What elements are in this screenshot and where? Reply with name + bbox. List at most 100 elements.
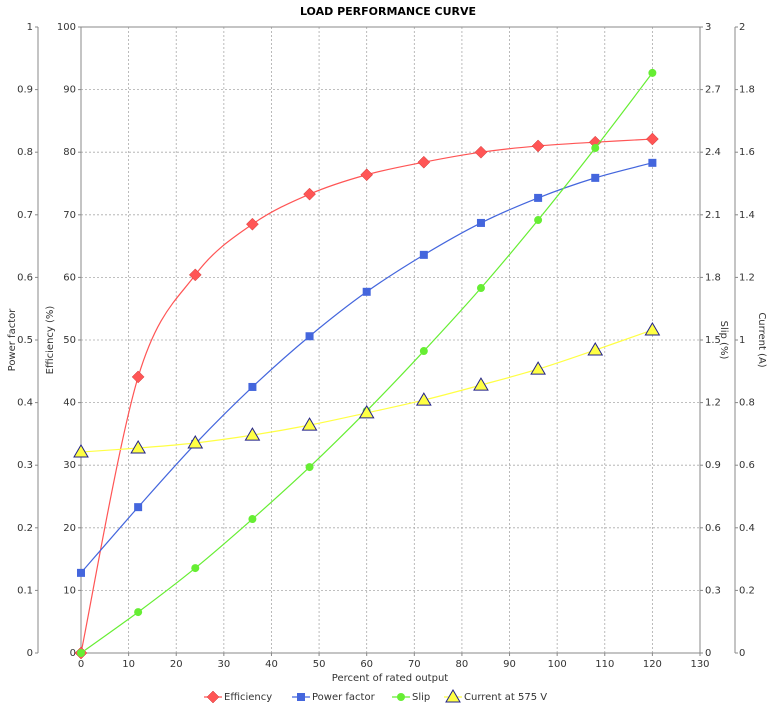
marker [646,132,659,146]
x-tick-label: 100 [548,659,567,670]
y-tick-label: 0.8 [17,147,33,158]
y-tick-label: 0.6 [17,272,33,283]
marker [77,649,85,657]
marker [360,168,374,182]
marker [301,417,318,431]
y3-tick-label: 0.3 [705,585,721,596]
y4-tick-label: 0.4 [739,523,755,534]
x-tick-label: 120 [643,659,662,670]
y4-tick-label: 0.2 [739,585,755,596]
y-axis-title: Power factor [7,308,18,372]
y4-tick-label: 1.6 [739,147,755,158]
y4-tick-label: 1.8 [739,85,755,96]
y-tick-label: 1 [27,22,33,33]
marker [248,515,257,524]
chart-title: LOAD PERFORMANCE CURVE [300,5,476,18]
y4-tick-label: 0.6 [739,460,755,471]
y2-tick-label: 10 [63,585,76,596]
marker [445,689,461,703]
x-tick-label: 130 [690,659,709,670]
legend: Efficiency Power factor Slip Current at 575… [204,689,547,704]
marker [530,361,546,375]
marker [591,173,600,182]
y2-tick-label: 80 [63,147,76,158]
marker [131,370,145,384]
x-tick-label: 0 [78,659,84,670]
x-tick-label: 70 [408,659,421,670]
marker [591,144,600,153]
x-tick-label: 80 [456,659,469,670]
y3-tick-label: 0.6 [705,523,721,534]
x-tick-label: 30 [217,659,230,670]
marker [246,217,259,231]
y-tick-label: 0.1 [17,585,33,596]
marker [534,193,543,202]
y2-tick-label: 20 [63,523,76,534]
y2-tick-label: 100 [57,22,76,33]
marker [397,693,405,701]
marker [534,216,543,225]
y-tick-label: 0.9 [17,85,33,96]
marker [77,568,85,577]
y3-tick-label: 2.4 [705,147,721,158]
x-axis-title: Percent of rated output [332,673,449,684]
y4-tick-label: 1 [739,335,745,346]
marker [417,155,431,169]
y3-tick-label: 1.2 [705,398,721,409]
marker [587,342,604,356]
y2-axis-title: Efficiency (%) [45,306,56,375]
y4-tick-label: 0 [739,648,745,659]
y4-tick-label: 0.8 [739,398,755,409]
y-tick-label: 0.4 [17,398,33,409]
marker [130,439,147,454]
marker [648,158,657,167]
y-tick-label: 0.7 [17,210,33,221]
marker [73,444,89,458]
marker [188,268,202,282]
y-tick-label: 0.3 [17,460,33,471]
marker [191,564,200,573]
marker [134,503,143,512]
y3-tick-label: 2.1 [705,210,721,221]
x-tick-label: 40 [265,659,278,670]
marker [358,404,375,419]
y3-tick-label: 3 [705,22,711,33]
y2-tick-label: 30 [63,460,76,471]
marker [305,463,314,472]
x-tick-label: 20 [170,659,183,670]
series-line [80,72,653,654]
marker [244,427,261,441]
marker [248,382,257,391]
y4-tick-label: 1.4 [739,210,755,221]
marker [419,347,428,356]
y-tick-label: 0.2 [17,523,33,534]
x-tick-label: 60 [360,659,373,670]
y4-tick-label: 1.2 [739,272,755,283]
y2-tick-label: 50 [63,335,76,346]
y-tick-label: 0.5 [17,335,33,346]
marker [476,284,485,293]
series-line [80,162,653,574]
y4-tick-label: 2 [739,22,745,33]
y3-tick-label: 2.7 [705,85,721,96]
marker [476,218,485,227]
y2-tick-label: 70 [63,210,76,221]
x-tick-label: 90 [503,659,516,670]
marker [644,321,661,336]
y2-tick-label: 40 [63,398,76,409]
marker [362,287,371,296]
y2-tick-label: 60 [63,272,76,283]
y3-axis-title: Slip (%) [718,321,729,360]
legend-label: Slip [412,692,430,703]
y3-tick-label: 0.9 [705,460,721,471]
y3-tick-label: 0 [705,648,711,659]
y4-axis-title: Current (A) [756,312,767,367]
marker [648,68,657,77]
marker [419,250,428,259]
legend-label: Efficiency [224,692,272,703]
marker [415,392,432,406]
x-tick-label: 50 [313,659,326,670]
marker [303,187,316,201]
legend-label: Power factor [312,692,376,703]
